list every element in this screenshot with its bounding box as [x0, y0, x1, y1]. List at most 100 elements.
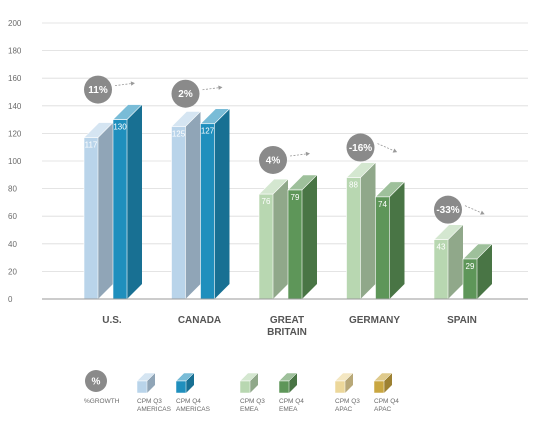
category-label: SPAIN: [447, 315, 477, 326]
bar-value-label: 127: [201, 127, 215, 136]
category-group: 43 29 -33%: [433, 195, 493, 300]
category-group: 125 127 2%: [170, 79, 231, 300]
growth-arrow-icon: [377, 143, 394, 151]
y-tick-label: 100: [8, 157, 22, 166]
legend-region: APAC: [335, 406, 353, 413]
growth-badge-label: 11%: [88, 85, 108, 96]
growth-badge-circle: [84, 75, 112, 104]
bar-value-label: 43: [437, 243, 446, 252]
bar-q4: 74: [374, 181, 406, 300]
bar-front: [200, 123, 215, 300]
y-tick-label: 140: [8, 102, 22, 111]
y-tick-label: 40: [8, 240, 17, 249]
legend-swatch-front: [334, 380, 346, 394]
bar-value-label: 125: [172, 130, 186, 139]
growth-badge-label: -33%: [436, 205, 459, 216]
legend-region: APAC: [374, 406, 392, 413]
bar-q3: 43: [433, 224, 464, 300]
y-axis: 0 20 40 60 80 100 120 140 160 180 200: [8, 19, 22, 304]
category-group: 117 130 11%: [83, 75, 143, 300]
legend-region: EMEA: [240, 406, 259, 413]
legend-growth-label: %GROWTH: [84, 398, 120, 405]
legend-growth-badge-label: %: [92, 377, 101, 388]
legend-swatch-side: [186, 373, 194, 393]
growth-badge-circle: [346, 133, 375, 162]
legend-swatch-front: [373, 380, 385, 394]
legend-swatch-side: [147, 373, 155, 393]
bar-q3: 76: [258, 178, 289, 300]
bar-side: [185, 111, 201, 299]
bar-value-label: 29: [466, 262, 475, 271]
bar-side: [214, 108, 230, 300]
legend-swatch-front: [239, 380, 251, 394]
growth-arrow-icon: [202, 87, 219, 91]
growth-arrowhead-icon: [305, 151, 310, 157]
bar-front: [171, 126, 186, 300]
bar-value-label: 88: [349, 181, 358, 190]
legend-growth-badge: [85, 370, 107, 392]
growth-arrow-icon: [114, 83, 132, 86]
bar-front: [258, 193, 274, 300]
legend-swatch-front: [175, 380, 187, 394]
legend-label: CPM Q4: [176, 398, 201, 405]
y-tick-label: 60: [8, 212, 17, 221]
growth-arrow-icon: [289, 153, 307, 157]
category-group: 76 79 4%: [258, 145, 318, 300]
bar-front: [287, 189, 303, 300]
legend-swatch-side: [250, 373, 258, 393]
bar-front: [83, 137, 99, 300]
bar-q4: 127: [199, 108, 231, 300]
bar-side: [98, 122, 113, 299]
growth-badge-circle: [259, 145, 287, 174]
legend-label: CPM Q4: [279, 398, 304, 405]
bar-front: [375, 196, 390, 300]
bar-value-label: 117: [85, 141, 98, 150]
y-tick-label: 120: [8, 129, 22, 138]
category-label: BRITAIN: [267, 327, 307, 338]
legend-label: CPM Q4: [374, 398, 399, 405]
growth-arrowhead-icon: [218, 85, 223, 90]
growth-badge: 11%: [84, 75, 135, 104]
y-tick-label: 80: [8, 185, 17, 194]
growth-arrow-icon: [464, 205, 482, 214]
legend-label: CPM Q3: [335, 398, 360, 405]
legend-region: AMERICAS: [137, 406, 172, 413]
growth-badge: 4%: [259, 145, 310, 174]
bar-q4: 130: [112, 104, 143, 300]
growth-arrowhead-icon: [130, 81, 135, 86]
category-label: GREAT: [270, 315, 304, 326]
growth-badge: 2%: [171, 79, 223, 108]
bar-side: [448, 224, 463, 299]
bar-side: [273, 179, 288, 299]
legend-growth: % %GROWTH: [84, 370, 120, 405]
bar-q4: 79: [287, 174, 318, 300]
y-tick-label: 200: [8, 19, 22, 28]
bar-value-label: 76: [262, 197, 271, 206]
legend-swatch-front: [136, 380, 148, 394]
y-tick-label: 180: [8, 47, 22, 56]
category-group: 88 74 -16%: [345, 133, 406, 300]
growth-badge-label: -16%: [349, 143, 372, 154]
growth-badge-circle: [171, 79, 200, 108]
y-tick-label: 0: [8, 295, 13, 304]
legend-swatch-side: [289, 373, 297, 393]
y-tick-label: 20: [8, 267, 17, 276]
bar-q4: 29: [462, 243, 493, 300]
y-tick-label: 160: [8, 74, 22, 83]
bar-side: [389, 181, 405, 299]
bar-q3: 117: [83, 122, 114, 300]
growth-badge-label: 2%: [178, 89, 193, 100]
legend-label: CPM Q3: [137, 398, 162, 405]
bar-value-label: 74: [378, 200, 387, 209]
bar-front: [346, 177, 361, 300]
legend-region: AMERICAS: [176, 406, 211, 413]
bar-front: [112, 119, 128, 300]
